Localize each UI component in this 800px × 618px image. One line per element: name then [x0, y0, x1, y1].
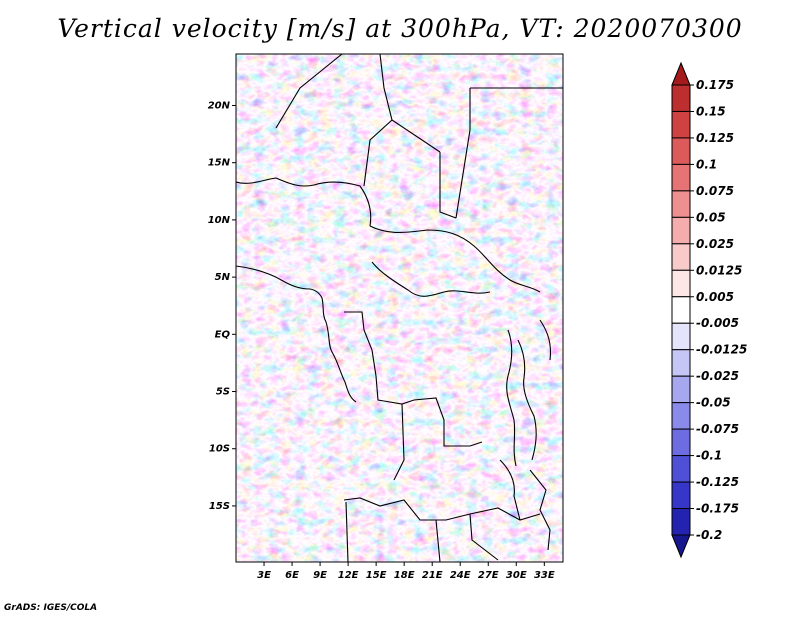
colorbar-segment [671, 243, 691, 271]
colorbar-label: 0.025 [696, 237, 734, 251]
colorbar-label: -0.1 [696, 449, 722, 463]
colorbar-label: 0.0125 [696, 263, 742, 277]
lon-tick-label: 18E [394, 570, 415, 581]
colorbar-segment [671, 269, 691, 298]
lon-axis: 3E 6E 9E 12E 15E 18E 21E 24E 27E 30E 33E [257, 562, 555, 581]
lon-tick-label: 24E [450, 570, 471, 581]
colorbar-segment [671, 110, 691, 139]
colorbar-segment [671, 137, 691, 165]
credit-label: GrADS: IGES/COLA [4, 603, 98, 613]
lon-tick-label: 30E [506, 570, 527, 581]
colorbar-label: -0.025 [696, 369, 739, 383]
colorbar-bottom-arrow [671, 534, 691, 559]
country-borders [236, 54, 563, 562]
colorbar-segment [671, 375, 691, 404]
lon-tick-label: 9E [313, 570, 327, 581]
lon-tick-label: 33E [534, 570, 555, 581]
colorbar: 0.175 0.15 0.125 0.1 0.075 0.05 0.025 0.0125 0.0… [671, 61, 747, 559]
colorbar-segment [671, 296, 691, 324]
colorbar-label: 0.05 [696, 210, 726, 224]
colorbar-label: -0.2 [696, 528, 722, 542]
lat-tick-label: 5N [215, 272, 231, 283]
lat-tick-label: 10S [209, 444, 230, 455]
lon-tick-label: 6E [285, 570, 299, 581]
colorbar-label: -0.175 [696, 502, 739, 516]
colorbar-label: 0.1 [696, 157, 717, 171]
lon-tick-label: 15E [366, 570, 387, 581]
colorbar-label: 0.175 [696, 78, 734, 92]
colorbar-segment [671, 508, 691, 536]
colorbar-label: 0.005 [696, 290, 734, 304]
lon-tick-label: 12E [338, 570, 359, 581]
colorbar-segment [671, 216, 691, 245]
lat-tick-label: 5S [216, 387, 230, 398]
colorbar-label: 0.125 [696, 131, 734, 145]
colorbar-segment [671, 163, 691, 192]
plot-title: Vertical velocity [m/s] at 300hPa, VT: 2… [57, 14, 743, 43]
colorbar-label: -0.0125 [696, 343, 747, 357]
lon-tick-label: 27E [478, 570, 499, 581]
colorbar-label: -0.005 [696, 316, 739, 330]
colorbar-label: -0.125 [696, 475, 739, 489]
colorbar-label: 0.075 [696, 184, 734, 198]
colorbar-segment [671, 322, 691, 351]
colorbar-segment [671, 190, 691, 218]
colorbar-top-arrow [671, 61, 691, 86]
colorbar-label: -0.05 [696, 396, 731, 410]
colorbar-label: -0.075 [696, 422, 739, 436]
colorbar-segment [671, 428, 691, 457]
colorbar-segment [671, 402, 691, 430]
lat-tick-label: 20N [208, 100, 231, 111]
lat-axis: 20N 15N 10N 5N EQ 5S 10S 15S [208, 100, 236, 512]
lon-tick-label: 3E [257, 570, 271, 581]
colorbar-segment [671, 455, 691, 483]
lat-tick-label: 15S [209, 501, 230, 512]
lat-tick-label: 10N [208, 215, 231, 226]
colorbar-segment [671, 349, 691, 377]
velocity-field [236, 54, 563, 562]
colorbar-label: 0.15 [696, 104, 726, 118]
colorbar-segment [671, 481, 691, 510]
lon-tick-label: 21E [422, 570, 443, 581]
map-frame [235, 53, 564, 563]
lat-tick-label: EQ [215, 329, 231, 340]
colorbar-segment [671, 84, 691, 112]
lat-tick-label: 15N [208, 158, 231, 169]
